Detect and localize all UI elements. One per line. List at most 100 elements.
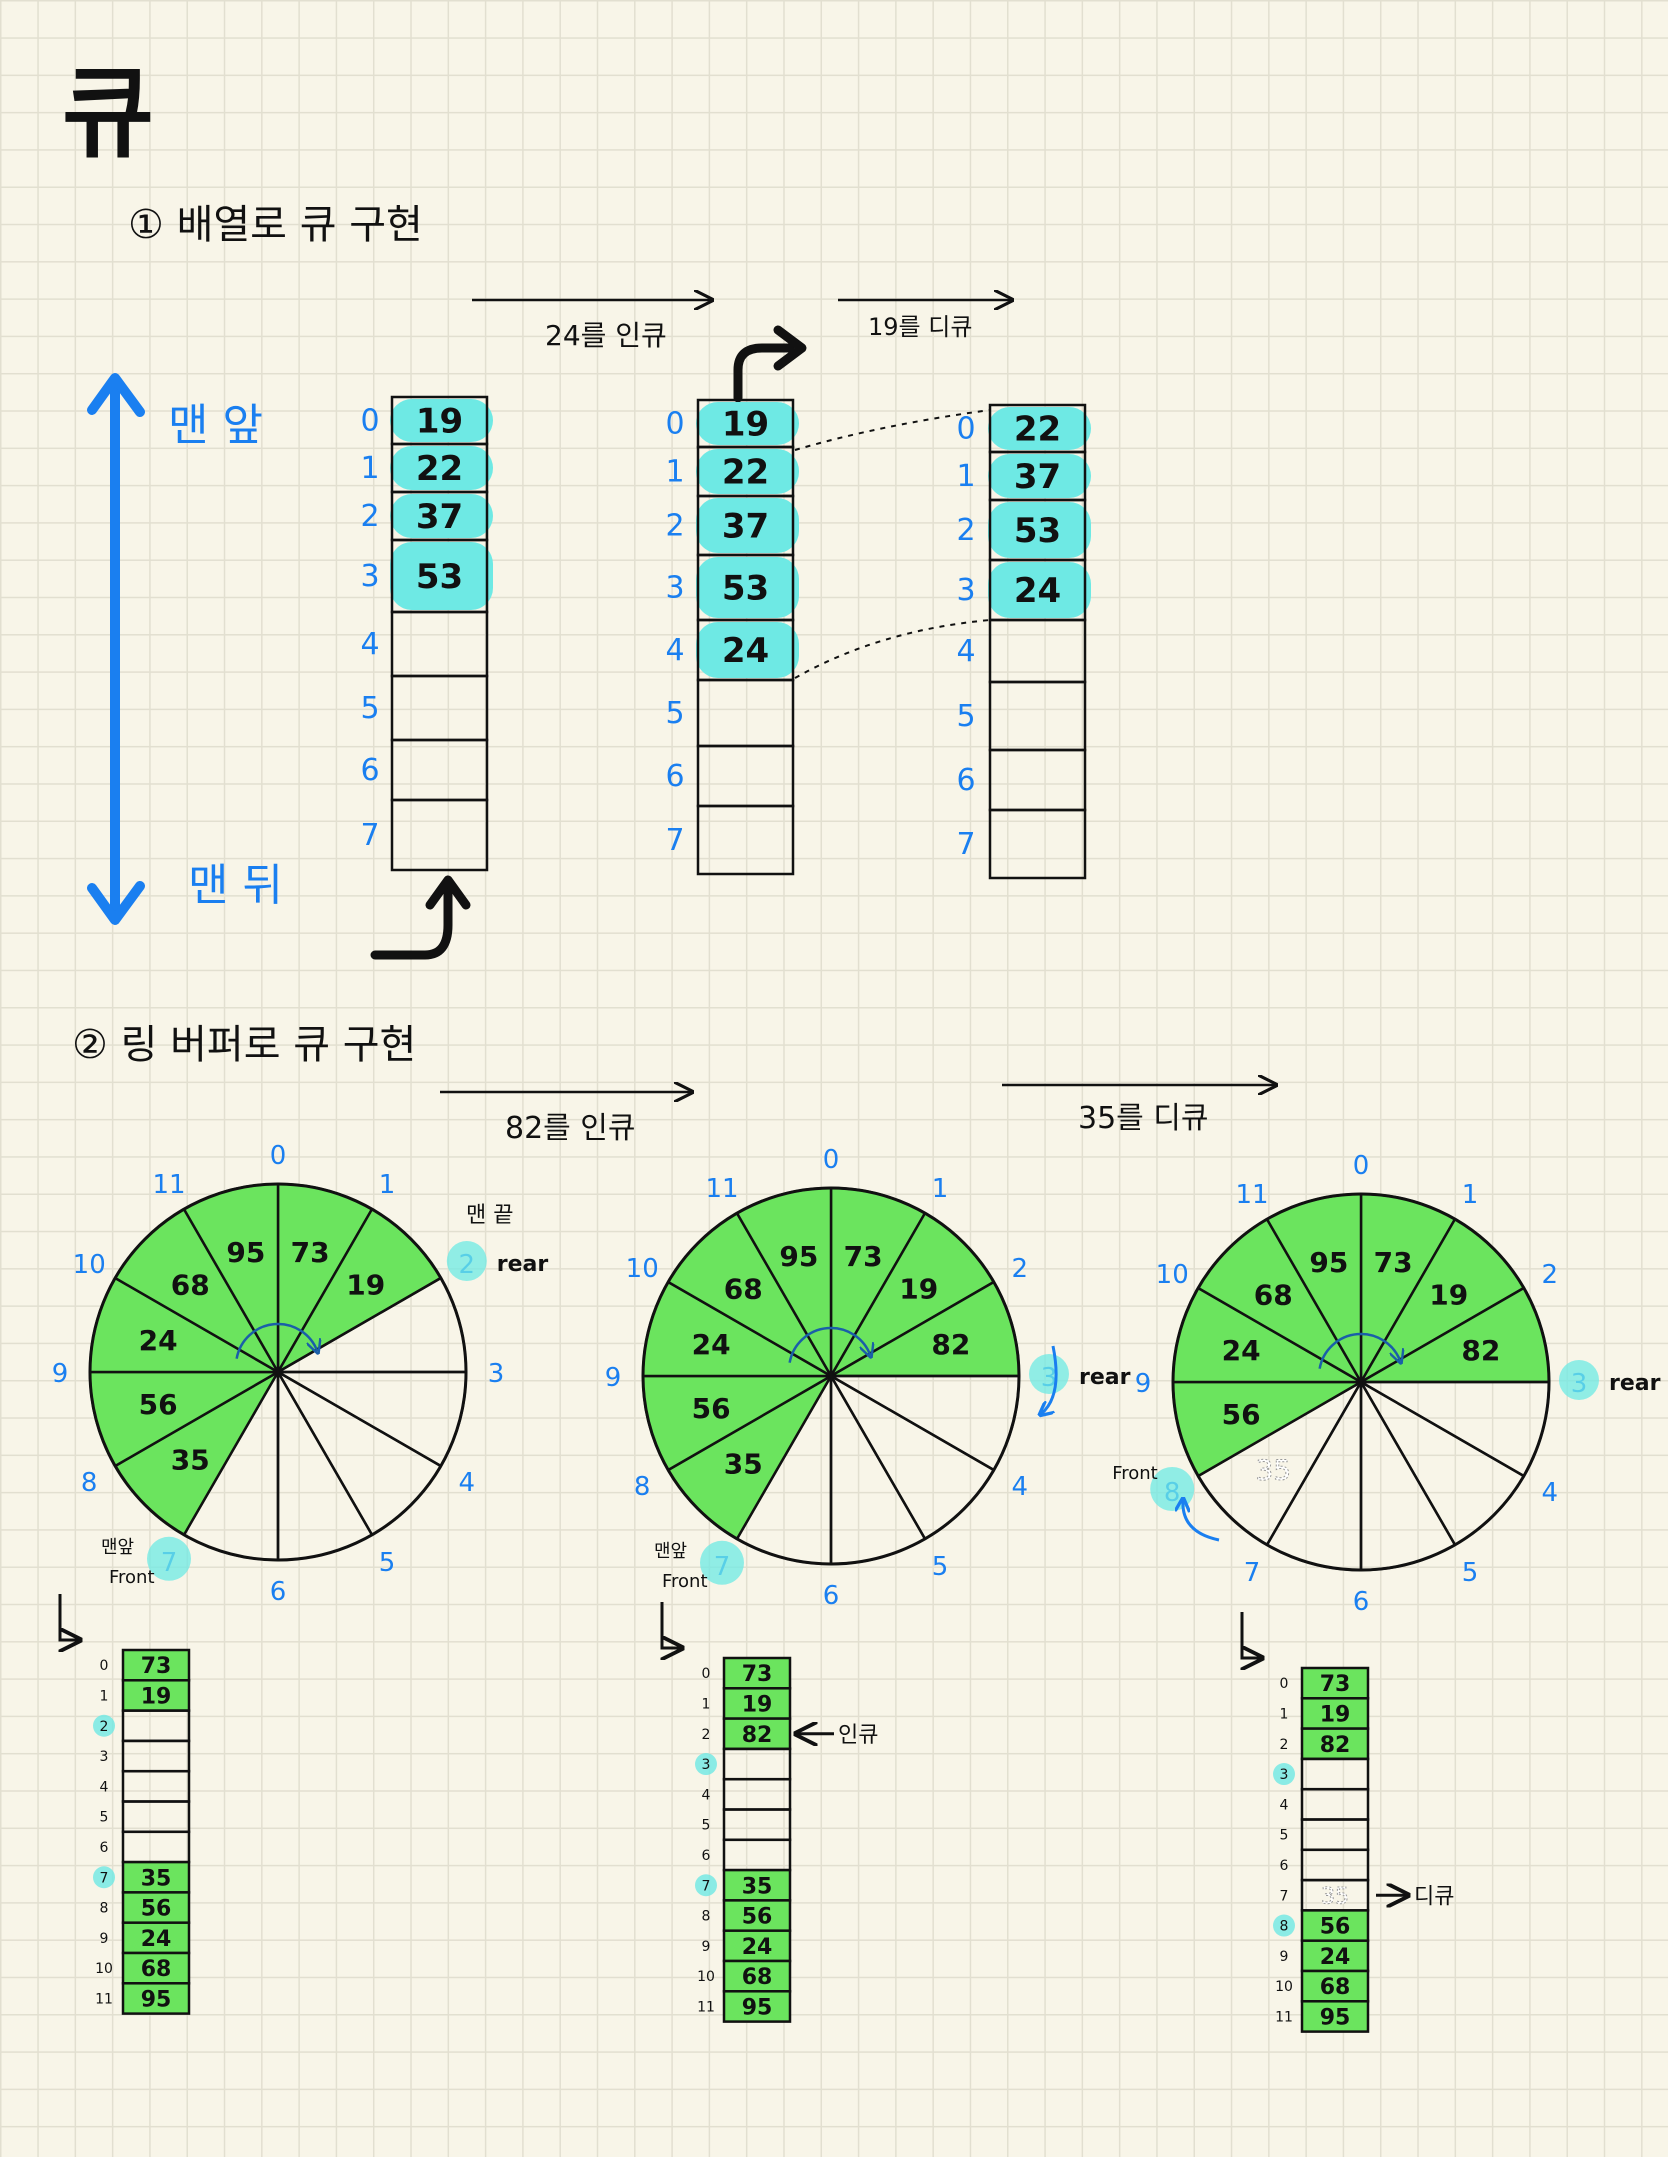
- cell-highlight: [696, 622, 799, 678]
- ring-slot-value: 68: [724, 1272, 763, 1305]
- ring-index: 10: [73, 1250, 106, 1280]
- array-index: 4: [665, 633, 684, 668]
- ring-index: 5: [932, 1552, 949, 1582]
- ring-array-index: 8: [100, 1901, 109, 1917]
- ring-array-cell: [121, 1769, 191, 1803]
- array-cell: [696, 744, 795, 808]
- ring-array-value: 56: [742, 1905, 773, 1930]
- ring-array-cell: [1300, 1727, 1370, 1761]
- rotation-arrow: [788, 1326, 871, 1363]
- front-label-ko: 맨앞: [654, 1541, 687, 1562]
- section2-heading: ② 링 버퍼로 큐 구현: [72, 1022, 416, 1068]
- array-cell: [390, 798, 489, 872]
- ring-outline: [1171, 1192, 1551, 1572]
- ring-array-pointer: [1273, 1763, 1295, 1786]
- ring-array-pointer: [93, 1866, 115, 1889]
- ring-index: 10: [626, 1254, 659, 1284]
- array-index: 2: [360, 499, 379, 534]
- array-index: 7: [956, 827, 975, 862]
- ring-slot-value: 82: [1461, 1334, 1500, 1367]
- ring-array-cell: [722, 1838, 792, 1872]
- ring-array-cell: [121, 1709, 191, 1743]
- ring-array-cell: [121, 1679, 191, 1712]
- ring-array-index: 4: [702, 1787, 711, 1803]
- ring-array-ghost-value: 35: [1321, 1884, 1349, 1909]
- ring-index: 4: [459, 1468, 476, 1498]
- array-index: 7: [665, 823, 684, 858]
- ring-array-cell: [722, 1959, 792, 1993]
- ring-array-index: 11: [95, 1991, 113, 2007]
- ring-array-index: 2: [702, 1727, 711, 1743]
- ring-array-pointer: [93, 1714, 115, 1737]
- ring-index: 11: [152, 1170, 185, 1200]
- ring-array-value: 35: [742, 1874, 773, 1899]
- ring-array-index: 3: [100, 1749, 109, 1765]
- ring-index: 8: [81, 1468, 98, 1498]
- ring-array-value: 19: [1320, 1702, 1351, 1727]
- ring-array-index: 3: [1280, 1767, 1289, 1783]
- ring-array-value: 19: [742, 1692, 773, 1717]
- ring-index: 5: [379, 1548, 396, 1578]
- ring-slot: [274, 1368, 443, 1537]
- cell-value: 37: [722, 507, 769, 547]
- cell-value: 53: [416, 557, 463, 597]
- ring-index: 0: [1353, 1151, 1370, 1181]
- ring-array-index: 5: [1280, 1828, 1289, 1844]
- ring-array-cell: [722, 1929, 792, 1963]
- ring-index: 9: [52, 1359, 69, 1389]
- array-index: 4: [360, 627, 379, 662]
- cell-highlight: [696, 557, 799, 618]
- ring-array-value: 56: [141, 1897, 172, 1922]
- ring-index: 7: [1244, 1558, 1261, 1588]
- ring-index: 2: [1542, 1260, 1559, 1290]
- ring-slot-value: 24: [1222, 1334, 1261, 1367]
- cell-highlight: [988, 562, 1091, 618]
- ring-array-index: 10: [697, 1969, 715, 1985]
- cell-value: 37: [416, 497, 463, 537]
- ring-slot: [1357, 1378, 1526, 1547]
- ring-slot-value: 56: [1222, 1398, 1261, 1431]
- ring-array-index: 5: [702, 1818, 711, 1834]
- cell-highlight: [988, 502, 1091, 558]
- dequeue-label: 디큐: [1414, 1884, 1454, 1909]
- rear-curve-arrowhead: [425, 875, 471, 910]
- front-back-arrow: [87, 373, 145, 925]
- page-title: 큐: [62, 55, 154, 172]
- ring-array-index: 11: [1275, 2009, 1293, 2025]
- ring-array-index: 8: [1280, 1919, 1289, 1935]
- cell-highlight: [390, 542, 493, 610]
- ring-index: 9: [1135, 1369, 1152, 1399]
- rear-label: rear: [1609, 1371, 1661, 1396]
- ring-slot-value: 73: [844, 1240, 883, 1273]
- front-label-en: Front: [662, 1571, 708, 1592]
- cell-highlight: [390, 446, 493, 490]
- array-index: 7: [360, 818, 379, 853]
- front-label: 맨 앞: [168, 400, 263, 451]
- back-label: 맨 뒤: [188, 860, 283, 911]
- ring-index: 8: [634, 1472, 651, 1502]
- ring-array-value: 68: [141, 1957, 172, 1982]
- ring-step-label-enqueue: 82를 인큐: [505, 1111, 636, 1146]
- ring-array-value: 95: [141, 1987, 172, 2012]
- ring-index: 9: [605, 1363, 622, 1393]
- ring-array-index: 6: [1280, 1858, 1289, 1874]
- ring-array-cell: [722, 1777, 792, 1811]
- array-index: 0: [665, 407, 684, 442]
- ring-array-pointer: [695, 1874, 717, 1897]
- ring-array-index: 7: [100, 1870, 109, 1886]
- section1-heading: ① 배열로 큐 구현: [128, 202, 423, 248]
- ring-buffer-1: 7301912345635756824968109511rear맨앞Front맨…: [52, 1141, 549, 1607]
- hook-arrow: [662, 1602, 682, 1648]
- ring-array-index: 5: [100, 1810, 109, 1826]
- cell-value: 24: [722, 631, 769, 671]
- ring-slot-value: 95: [226, 1236, 265, 1269]
- linear-array-1: 19 0 22 1 37 2 53 3 4 5 6 7: [360, 395, 493, 872]
- ring-array-value: 24: [742, 1935, 773, 1960]
- ring-array-index: 4: [100, 1779, 109, 1795]
- ring-array-value: 95: [1320, 2005, 1351, 2030]
- ring-index: 6: [270, 1577, 287, 1607]
- ring-index: 1: [379, 1170, 396, 1200]
- ring-slot-value: 73: [291, 1236, 330, 1269]
